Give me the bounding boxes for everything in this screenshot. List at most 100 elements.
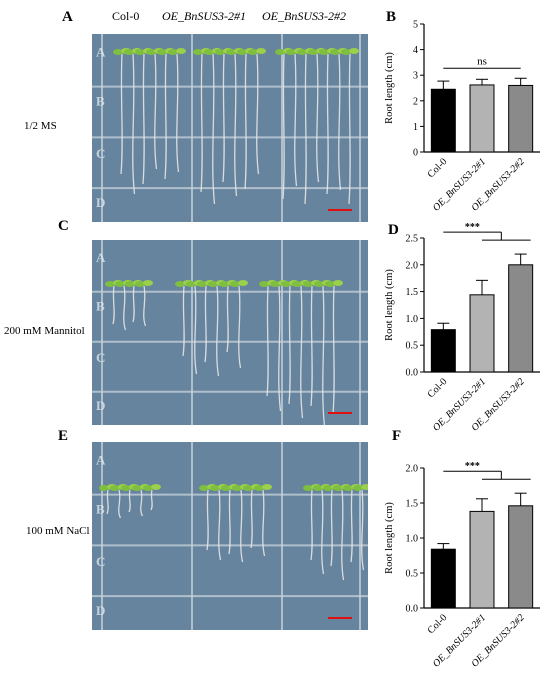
plate-photo-nacl: A B C D: [92, 442, 368, 630]
seedling-root: [194, 285, 198, 375]
seedling-root: [262, 489, 266, 557]
panel-letter-f: F: [392, 428, 402, 444]
seedling-root: [216, 285, 220, 377]
bar: [469, 510, 495, 609]
seedling-leaf: [323, 485, 333, 491]
seedling-root: [310, 285, 313, 407]
seedling-root: [222, 53, 225, 183]
condition-label-mannitol: 200 mM Mannitol: [4, 325, 85, 337]
seedling-root: [123, 285, 127, 331]
seedling-leaf: [199, 485, 209, 491]
genotype-label-col0: Col-0: [112, 9, 140, 23]
seedling-leaf: [113, 49, 123, 55]
seedling-leaf: [275, 49, 285, 55]
seedling-root: [118, 489, 122, 519]
seedling-leaf: [124, 49, 134, 55]
seedling-leaf: [204, 49, 214, 55]
seedling-root: [300, 285, 304, 419]
seedling-root: [361, 489, 365, 571]
seedling-leaf: [186, 281, 196, 287]
seedling-leaf: [325, 281, 335, 287]
seedling-leaf: [175, 281, 185, 287]
plate-row-label: C: [96, 146, 105, 161]
genotype-label-oe1: OE_BnSUS3-2#1: [162, 9, 246, 23]
seedling-leaf: [135, 281, 145, 287]
x-tick-label: Col-0: [426, 376, 450, 400]
seedling-leaf: [135, 49, 145, 55]
seedling-leaf: [297, 49, 307, 55]
seedling-leaf: [292, 281, 302, 287]
seedling-leaf: [256, 48, 266, 54]
plate-row-label: B: [96, 298, 105, 313]
seedling-leaf: [143, 485, 153, 491]
plate-row-label: D: [96, 603, 105, 618]
seedling-leaf: [221, 485, 231, 491]
seedling-leaf: [168, 49, 178, 55]
seedling-root: [332, 285, 335, 415]
seedling-leaf: [243, 485, 253, 491]
bar: [430, 88, 456, 153]
seedling-leaf: [132, 485, 142, 491]
condition-label-ms: 1/2 MS: [24, 120, 57, 132]
significance-label: ***: [465, 461, 480, 472]
plate-photo-mannitol: A B C D: [92, 240, 368, 425]
seedling-leaf: [281, 281, 291, 287]
seedling-leaf: [343, 485, 353, 491]
plate-background: [92, 240, 368, 425]
seedling-root: [182, 285, 185, 357]
seedling-leaf: [230, 281, 240, 287]
seedling-leaf: [176, 48, 186, 54]
panel-letter-d: D: [388, 222, 399, 238]
seedling-root: [143, 285, 147, 327]
seedling-leaf: [349, 48, 359, 54]
seedling-root: [316, 53, 320, 183]
y-tick-label: 0.0: [406, 604, 419, 615]
seedling-root: [128, 489, 131, 513]
seedling-root: [244, 53, 247, 190]
seedling-root: [326, 53, 329, 195]
seedling-leaf: [286, 49, 296, 55]
seedling-root: [304, 53, 307, 205]
seedling-leaf: [361, 484, 368, 490]
seedling-root: [278, 285, 282, 412]
seedling-leaf: [314, 281, 324, 287]
seedling-root: [348, 53, 351, 205]
plate-photo-ms: A B C D: [92, 34, 368, 222]
seedling-root: [132, 53, 136, 195]
genotype-label-oe2: OE_BnSUS3-2#2: [262, 9, 346, 23]
seedling-root: [200, 53, 203, 193]
seedling-leaf: [232, 485, 242, 491]
y-tick-label: 1.0: [406, 534, 419, 545]
seedling-leaf: [341, 49, 351, 55]
panel-letter-c: C: [58, 218, 69, 234]
panel-letter-b: B: [386, 9, 397, 25]
seedling-root: [350, 489, 353, 563]
seedling-root: [341, 489, 345, 581]
bar: [508, 84, 534, 153]
seedling-root: [212, 53, 216, 205]
seedling-leaf: [121, 485, 131, 491]
seedling-leaf: [238, 280, 248, 286]
seedling-root: [321, 489, 325, 575]
seedling-leaf: [143, 280, 153, 286]
plate-background: [92, 34, 368, 222]
y-tick-label: 1.5: [406, 287, 419, 298]
seedling-leaf: [303, 281, 313, 287]
seedling-leaf: [193, 49, 203, 55]
seedling-leaf: [208, 281, 218, 287]
x-tick-label: Col-0: [426, 156, 450, 180]
seedling-root: [112, 285, 115, 325]
x-tick-label: Col-0: [426, 612, 450, 636]
seedling-leaf: [146, 49, 156, 55]
seedling-leaf: [308, 49, 318, 55]
seedling-leaf: [237, 49, 247, 55]
seedling-leaf: [210, 485, 220, 491]
seedling-root: [294, 53, 298, 187]
y-axis-label: Root length (cm): [384, 52, 395, 124]
seedling-root: [250, 489, 253, 549]
plate-sheen: [92, 34, 368, 222]
y-tick-label: 4: [413, 45, 418, 56]
plate-sheen: [92, 240, 368, 425]
seedling-leaf: [151, 484, 161, 490]
